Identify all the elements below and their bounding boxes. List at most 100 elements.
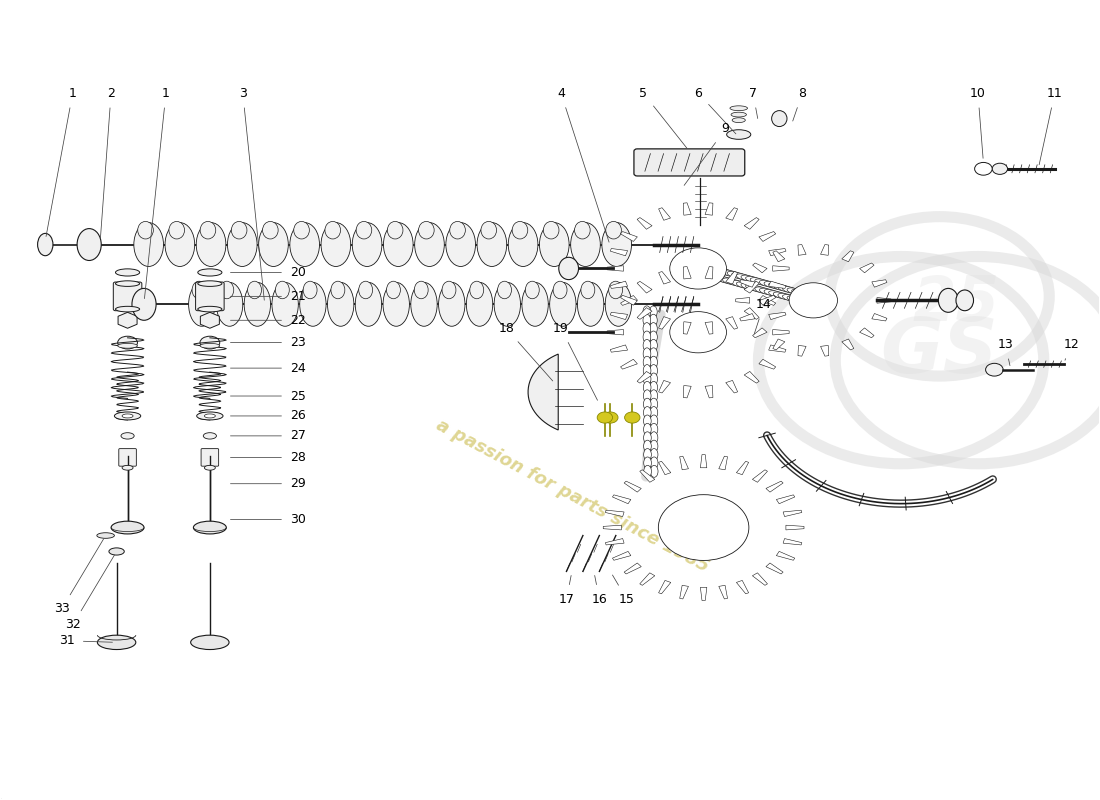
Polygon shape (726, 317, 738, 329)
Polygon shape (607, 330, 624, 335)
Polygon shape (773, 339, 785, 350)
Ellipse shape (644, 356, 651, 368)
Text: 33: 33 (54, 539, 103, 615)
Ellipse shape (559, 258, 579, 280)
Ellipse shape (116, 306, 140, 312)
Ellipse shape (231, 222, 246, 239)
Ellipse shape (788, 296, 803, 302)
Polygon shape (773, 250, 785, 262)
Ellipse shape (304, 282, 317, 298)
Polygon shape (659, 462, 671, 474)
Ellipse shape (98, 635, 135, 650)
Ellipse shape (116, 269, 140, 276)
Ellipse shape (248, 282, 262, 298)
Ellipse shape (331, 282, 344, 298)
Ellipse shape (769, 282, 784, 290)
Ellipse shape (733, 118, 746, 122)
Polygon shape (610, 345, 628, 352)
Ellipse shape (644, 415, 651, 427)
Text: 25: 25 (913, 274, 1000, 334)
Ellipse shape (116, 281, 140, 286)
FancyBboxPatch shape (119, 449, 136, 466)
Text: 25: 25 (231, 390, 306, 402)
Ellipse shape (198, 306, 222, 312)
Polygon shape (739, 280, 755, 287)
Ellipse shape (77, 229, 101, 261)
Polygon shape (613, 495, 631, 504)
Text: 7: 7 (749, 86, 758, 118)
Ellipse shape (321, 222, 351, 266)
Text: 2: 2 (100, 86, 116, 238)
Polygon shape (701, 454, 707, 468)
Ellipse shape (773, 292, 789, 298)
Ellipse shape (764, 282, 780, 288)
Ellipse shape (714, 275, 729, 282)
Circle shape (597, 412, 613, 423)
Ellipse shape (571, 222, 601, 266)
Ellipse shape (415, 222, 444, 266)
Polygon shape (683, 203, 691, 215)
Polygon shape (766, 481, 783, 492)
Polygon shape (798, 245, 806, 255)
Ellipse shape (644, 314, 651, 326)
Ellipse shape (198, 281, 222, 286)
Text: 17: 17 (559, 575, 574, 606)
Ellipse shape (200, 336, 220, 349)
Text: 23: 23 (231, 336, 306, 349)
Ellipse shape (289, 222, 319, 266)
Ellipse shape (650, 398, 658, 410)
Ellipse shape (650, 457, 658, 469)
Polygon shape (745, 308, 759, 319)
Polygon shape (603, 526, 622, 530)
Ellipse shape (644, 432, 651, 444)
Polygon shape (610, 281, 628, 288)
Polygon shape (680, 586, 689, 599)
Ellipse shape (118, 343, 138, 348)
Ellipse shape (650, 373, 658, 385)
Ellipse shape (650, 348, 658, 360)
Ellipse shape (352, 222, 382, 266)
Ellipse shape (650, 322, 658, 334)
Circle shape (672, 505, 735, 550)
Ellipse shape (704, 273, 719, 280)
Polygon shape (718, 456, 727, 470)
Ellipse shape (796, 290, 812, 297)
Ellipse shape (938, 288, 958, 312)
Text: 12: 12 (1064, 338, 1079, 360)
Ellipse shape (650, 390, 658, 402)
Polygon shape (769, 345, 786, 352)
Ellipse shape (134, 222, 164, 266)
Ellipse shape (258, 222, 288, 266)
Ellipse shape (755, 287, 770, 294)
Polygon shape (821, 346, 828, 356)
Ellipse shape (769, 290, 784, 298)
Ellipse shape (746, 284, 761, 291)
Ellipse shape (695, 270, 711, 277)
Polygon shape (726, 381, 738, 393)
Polygon shape (620, 295, 637, 306)
Ellipse shape (732, 281, 747, 287)
Polygon shape (752, 263, 767, 273)
Polygon shape (772, 266, 789, 271)
Polygon shape (607, 266, 624, 271)
Ellipse shape (801, 300, 816, 306)
Polygon shape (842, 250, 854, 262)
Polygon shape (783, 510, 802, 517)
Ellipse shape (778, 286, 793, 292)
Ellipse shape (736, 282, 752, 289)
Polygon shape (620, 295, 637, 306)
Ellipse shape (497, 282, 512, 298)
Ellipse shape (188, 282, 214, 326)
Ellipse shape (386, 282, 400, 298)
Ellipse shape (732, 112, 747, 117)
Ellipse shape (450, 222, 465, 239)
Ellipse shape (608, 282, 623, 298)
Polygon shape (736, 298, 750, 303)
Polygon shape (683, 266, 691, 279)
Ellipse shape (644, 423, 651, 435)
Ellipse shape (723, 278, 738, 285)
Text: 15: 15 (613, 575, 635, 606)
Ellipse shape (165, 222, 195, 266)
Circle shape (975, 162, 992, 175)
Ellipse shape (746, 277, 761, 283)
